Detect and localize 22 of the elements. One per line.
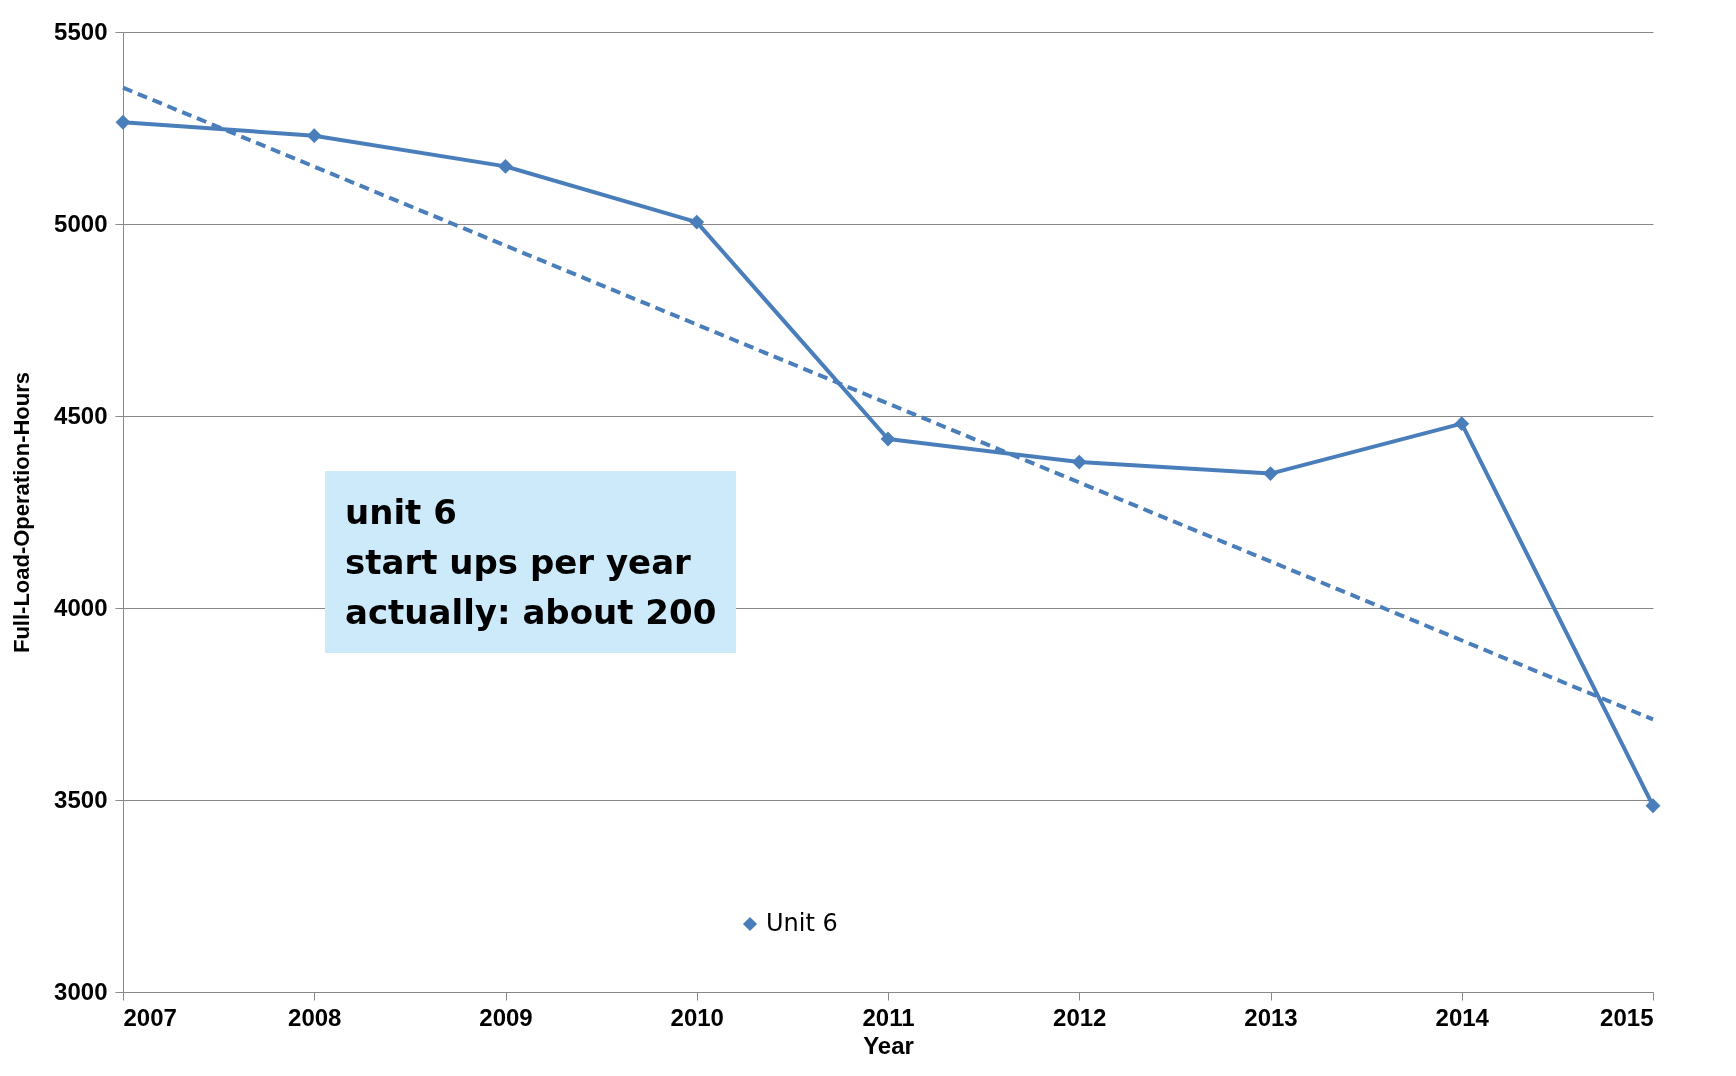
y-tick-label: 3000: [54, 977, 108, 1005]
x-tick-label: 2014: [1435, 1003, 1490, 1031]
x-tick-label: 2008: [288, 1003, 342, 1031]
annotation: unit 6: [345, 491, 458, 534]
y-axis-title: Full-Load-Operation-Hours: [9, 371, 35, 654]
x-tick-label: 2015: [1600, 1003, 1654, 1031]
x-tick-label: 2009: [479, 1003, 533, 1031]
y-tick-label: 4500: [54, 401, 108, 429]
annotation: actually: about 200: [345, 591, 717, 634]
annotation: start ups per year: [345, 541, 692, 584]
legend-label: Unit 6: [766, 909, 838, 937]
y-tick-label: 4000: [54, 593, 108, 621]
x-tick-label: 2010: [670, 1003, 724, 1031]
y-tick-label: 5000: [54, 209, 108, 237]
y-tick-label: 5500: [54, 17, 108, 45]
x-axis-title: Year: [863, 1031, 914, 1059]
note-box: unit 6 start ups per year actually: about 200: [325, 471, 737, 653]
x-tick-label: 2007: [123, 1003, 177, 1031]
x-tick-label: 2011: [862, 1003, 915, 1031]
x-tick-label: 2012: [1053, 1003, 1107, 1031]
y-tick-label: 3500: [54, 785, 108, 813]
x-tick-label: 2013: [1244, 1003, 1298, 1031]
